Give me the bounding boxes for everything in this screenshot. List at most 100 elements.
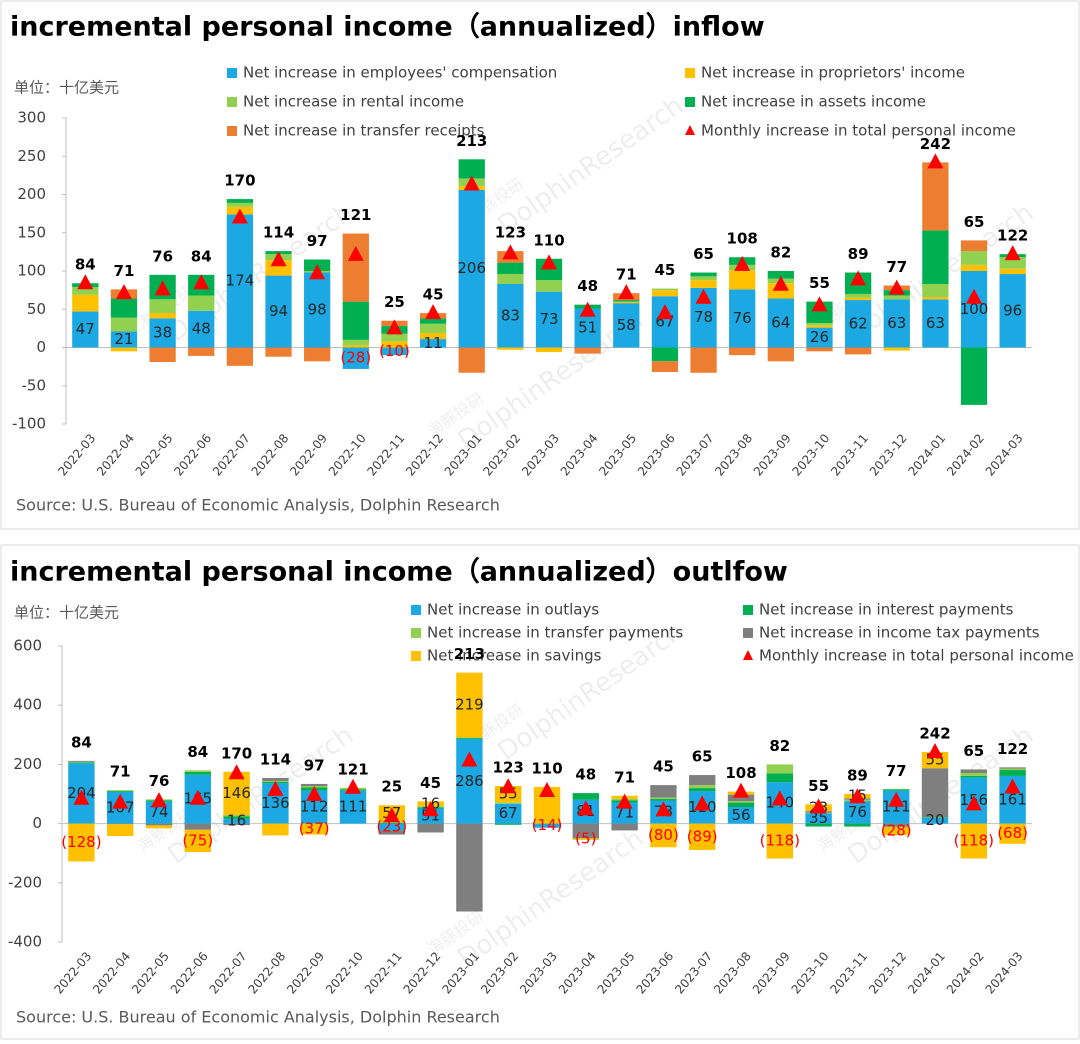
- bar-segment: [805, 813, 832, 824]
- data-label: 38: [153, 323, 172, 341]
- bar-segment: [844, 823, 871, 827]
- bar-segment: [145, 801, 173, 824]
- total-label: 89: [848, 245, 869, 263]
- y-tick-label: 600: [13, 637, 42, 655]
- bar-segment: [149, 299, 176, 314]
- total-label: 82: [770, 244, 791, 262]
- bar-segment: [149, 318, 176, 348]
- bar-segment: [651, 361, 679, 372]
- data-label: 51: [578, 318, 597, 336]
- bar-segment: [844, 293, 872, 298]
- total-marker: [655, 801, 672, 817]
- bar-segment: [999, 257, 1026, 269]
- bar-segment: [690, 272, 717, 277]
- data-label: (80): [648, 826, 679, 844]
- total-label: 123: [493, 759, 524, 777]
- data-label: (28): [340, 349, 371, 367]
- bar-segment: [999, 770, 1026, 776]
- bar-segment: [378, 830, 405, 835]
- total-label: 77: [886, 762, 907, 780]
- bar-segment: [184, 771, 211, 775]
- bar-segment: [110, 298, 138, 318]
- bar-segment: [342, 339, 369, 346]
- bar-segment: [572, 823, 599, 839]
- y-tick-label: -200: [8, 873, 42, 891]
- total-marker: [383, 807, 400, 823]
- bar-segment: [690, 280, 717, 288]
- legend-marker: [743, 605, 753, 615]
- data-label: 146: [222, 784, 251, 802]
- bar-segment: [690, 276, 717, 281]
- data-label: 74: [149, 803, 168, 821]
- bar-segment: [149, 347, 176, 363]
- bar-segment: [844, 801, 871, 824]
- total-label: 45: [653, 758, 674, 776]
- bar-segment: [767, 298, 794, 348]
- unit-label: 单位：十亿美元: [14, 79, 119, 97]
- bar-segment: [184, 823, 211, 830]
- y-tick-label: -50: [22, 376, 47, 394]
- total-label: 71: [114, 262, 135, 280]
- total-marker: [231, 208, 248, 224]
- total-label: 45: [423, 286, 444, 304]
- bar-segment: [72, 294, 99, 312]
- bar-segment: [495, 786, 522, 803]
- bar-segment: [68, 761, 95, 763]
- legend-marker: [685, 97, 695, 107]
- total-marker: [502, 244, 519, 260]
- data-label: 286: [455, 772, 484, 790]
- total-label: 114: [263, 224, 294, 242]
- bar-segment: [265, 275, 292, 348]
- bar-segment: [999, 268, 1026, 275]
- total-label: 110: [533, 231, 564, 249]
- data-label: 63: [926, 314, 945, 332]
- data-label: 35: [809, 809, 828, 827]
- bar-segment: [456, 738, 483, 739]
- bar-segment: [381, 347, 408, 356]
- bar-segment: [613, 301, 640, 304]
- bar-segment: [301, 823, 328, 835]
- bar-segment: [107, 823, 134, 825]
- data-label: 58: [617, 316, 636, 334]
- data-label: (128): [61, 833, 101, 851]
- total-label: 170: [221, 744, 252, 762]
- bar-segment: [727, 801, 755, 803]
- bar-segment: [883, 826, 910, 836]
- total-marker: [189, 789, 206, 805]
- total-label: 242: [920, 135, 951, 153]
- total-marker: [309, 264, 326, 280]
- bar-segment: [806, 323, 833, 326]
- bar-segment: [883, 823, 910, 827]
- total-label: 76: [149, 772, 170, 790]
- bar-segment: [689, 785, 716, 789]
- bar-segment: [767, 347, 794, 362]
- bar-segment: [727, 794, 755, 802]
- total-marker: [1004, 245, 1021, 261]
- bar-segment: [495, 803, 522, 824]
- data-label: 98: [308, 301, 327, 319]
- data-label: 206: [457, 259, 486, 277]
- bar-segment: [806, 347, 833, 352]
- bar-segment: [456, 823, 483, 912]
- bar-segment: [766, 773, 793, 783]
- y-tick-label: 250: [17, 147, 46, 165]
- bar-segment: [68, 760, 95, 762]
- y-tick-label: 150: [17, 223, 46, 241]
- bar-segment: [226, 214, 254, 348]
- total-marker: [694, 795, 711, 811]
- bar-segment: [651, 347, 679, 362]
- data-label: (14): [532, 816, 563, 834]
- bar-segment: [960, 251, 988, 265]
- bar-segment: [921, 817, 949, 824]
- total-label: 65: [964, 213, 985, 231]
- total-label: 89: [847, 767, 868, 785]
- total-label: 71: [110, 763, 131, 781]
- y-tick-label: 300: [17, 109, 46, 127]
- total-marker: [500, 778, 517, 794]
- bar-segment: [921, 817, 949, 818]
- total-marker: [151, 792, 167, 808]
- total-label: 213: [454, 645, 485, 663]
- bar-segment: [72, 311, 99, 348]
- bar-segment: [145, 825, 173, 829]
- total-marker: [1004, 778, 1021, 794]
